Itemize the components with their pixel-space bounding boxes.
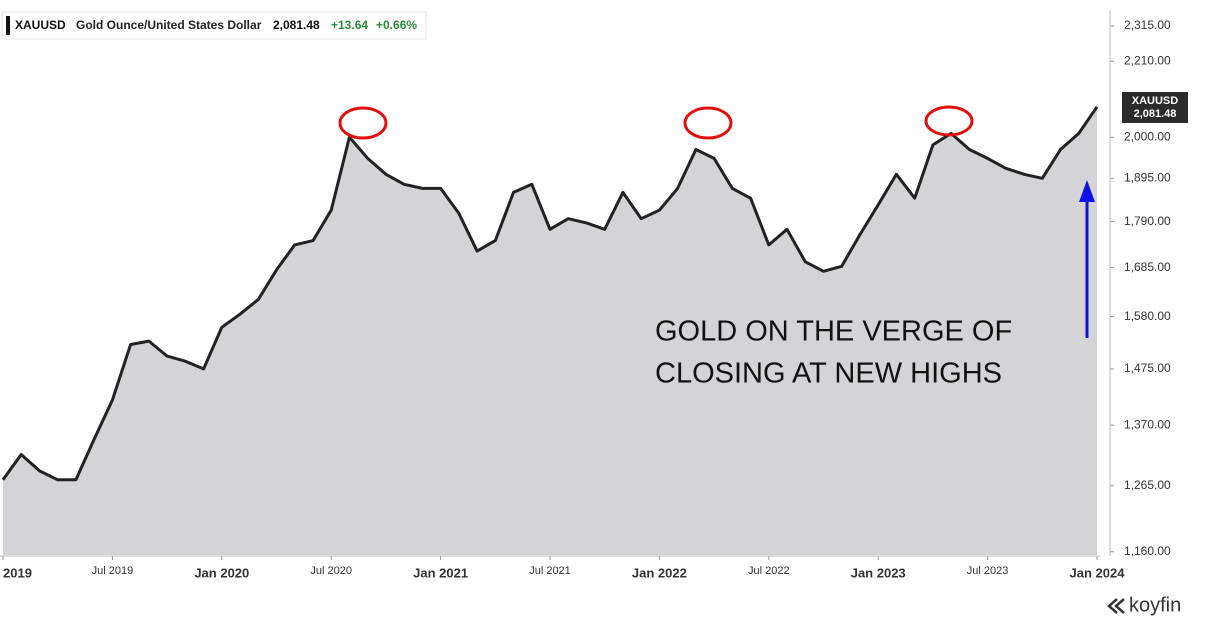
plot [1,105,1099,556]
x-tick-label: Jan 2021 [413,565,468,580]
y-tick-label: 1,475.00 [1124,361,1171,375]
x-tick-label: Jan 2024 [1070,565,1126,580]
annotation: GOLD ON THE VERGE OF [655,316,1012,348]
x-tick-label: 2019 [3,565,32,580]
brand: koyfin [1129,594,1181,616]
x-tick-label: Jan 2023 [851,565,906,580]
annotation: CLOSING AT NEW HIGHS [655,358,1002,390]
header-marker [6,16,10,35]
price-tag [1122,92,1188,123]
y-tick-label: 1,580.00 [1124,309,1171,323]
y-tick-label: 1,265.00 [1124,478,1171,492]
x-tick-label: Jul 2021 [529,565,571,577]
area [3,106,1097,556]
change-pct: +0.66% [376,18,417,32]
peak-circle [683,106,733,140]
y-tick-label: 1,370.00 [1124,417,1171,431]
peak-circle [338,106,388,140]
peak-circle [924,105,974,137]
y-tick-label: 1,160.00 [1124,544,1171,558]
y-tick-label: 2,315.00 [1124,18,1171,32]
arrow-head [1079,180,1095,202]
x-tick-label: Jul 2019 [92,565,134,577]
y-tick-label: 1,790.00 [1124,214,1171,228]
y-tick-label: 1,895.00 [1124,170,1171,184]
y-tick-label: 2,210.00 [1124,53,1171,67]
change: +13.64 [331,18,368,32]
price-tag-price: 2,081.48 [1134,108,1177,120]
x-tick-label: Jul 2020 [310,565,352,577]
symbol: XAUUSD [15,18,66,32]
instrument-name: Gold Ounce/United States Dollar [76,18,262,32]
x-tick-label: Jan 2022 [632,565,687,580]
price-tag-symbol: XAUUSD [1132,95,1179,107]
x-tick-label: Jul 2023 [967,565,1009,577]
x-tick-label: Jan 2020 [194,565,249,580]
y-tick-label: 1,685.00 [1124,260,1171,274]
x-tick-label: Jul 2022 [748,565,790,577]
y-tick-label: 2,000.00 [1124,129,1171,143]
header-box [1,11,427,40]
brand-logo [1107,598,1125,614]
price: 2,081.48 [273,18,320,32]
line [1,105,1099,482]
